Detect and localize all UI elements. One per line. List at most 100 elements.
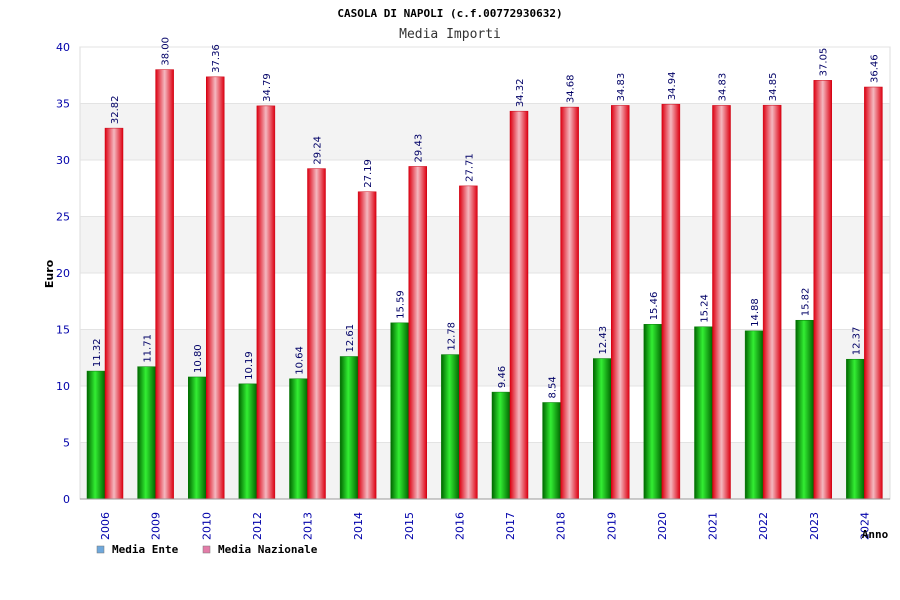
bar-media-ente [542, 402, 561, 500]
bar-value-label: 27.71 [464, 153, 475, 182]
x-tick-label: 2016 [453, 512, 466, 540]
x-tick-label: 2009 [150, 512, 163, 540]
legend-swatch [96, 545, 105, 554]
bar-value-label: 12.37 [851, 327, 862, 356]
bar-value-label: 11.71 [143, 334, 154, 363]
bar-media-ente [137, 366, 156, 500]
bar-value-label: 34.85 [768, 73, 779, 102]
bar-media-nazionale [459, 185, 478, 500]
bar-media-ente [491, 391, 511, 500]
bar-value-label: 10.80 [193, 344, 204, 373]
chart-subtitle: Media Importi [399, 27, 501, 42]
y-axis-ticks: 0 5 10 15 20 25 30 35 40 [56, 41, 70, 506]
bar-media-nazionale [307, 168, 326, 500]
bar-media-nazionale [104, 127, 124, 500]
y-tick-label: 15 [56, 324, 70, 337]
bar-value-label: 29.24 [313, 136, 324, 165]
bar-value-label: 32.82 [110, 95, 121, 124]
x-tick-label: 2015 [403, 512, 416, 540]
bar-value-label: 34.83 [616, 73, 627, 102]
x-axis-label: Anno [862, 528, 889, 541]
x-tick-label: 2023 [808, 512, 821, 540]
bar-value-label: 34.94 [667, 72, 678, 101]
bar-value-label: 10.19 [244, 351, 255, 380]
bar-value-label: 14.88 [750, 298, 761, 327]
bar-value-label: 15.46 [649, 292, 660, 321]
x-tick-label: 2012 [251, 512, 264, 540]
x-tick-label: 2020 [656, 512, 669, 540]
bar-media-nazionale [560, 106, 579, 500]
x-tick-label: 2010 [200, 512, 213, 540]
x-tick-label: 2018 [555, 512, 568, 540]
x-tick-label: 2021 [707, 512, 720, 540]
x-tick-label: 2017 [504, 512, 517, 540]
bars [86, 69, 883, 500]
x-tick-label: 2014 [352, 512, 365, 540]
bar-media-ente [593, 358, 612, 500]
bar-value-label: 15.59 [396, 290, 407, 319]
x-tick-label: 2024 [858, 512, 871, 540]
bar-value-label: 34.32 [515, 79, 526, 108]
bar-value-label: 29.43 [414, 134, 425, 163]
y-tick-label: 5 [63, 437, 70, 450]
legend-label: Media Nazionale [218, 543, 318, 556]
bar-media-ente [643, 324, 663, 500]
y-tick-label: 0 [63, 493, 70, 506]
bar-value-label: 37.36 [211, 44, 222, 73]
bar-value-label: 34.79 [262, 73, 273, 102]
bar-media-ente [795, 319, 814, 500]
bar-media-ente [188, 376, 207, 500]
bar-media-nazionale [611, 105, 630, 500]
bar-media-nazionale [155, 69, 174, 500]
x-tick-label: 2006 [99, 512, 112, 540]
bar-media-ente [441, 354, 460, 500]
bar-value-label: 9.46 [497, 366, 508, 388]
y-tick-label: 10 [56, 380, 70, 393]
bar-value-label: 37.05 [819, 48, 830, 77]
x-tick-label: 2013 [302, 512, 315, 540]
bar-media-nazionale [864, 86, 883, 500]
bar-value-label: 10.64 [295, 346, 306, 375]
bar-media-ente [238, 383, 258, 500]
bar-value-label: 12.43 [598, 326, 609, 355]
x-tick-label: 2022 [757, 512, 770, 540]
y-tick-label: 35 [56, 98, 70, 111]
bar-value-label: 12.61 [345, 324, 356, 353]
bar-media-nazionale [661, 103, 681, 500]
bar-media-ente [744, 330, 764, 500]
y-tick-label: 40 [56, 41, 70, 54]
bar-media-nazionale [256, 105, 276, 500]
bar-media-ente [339, 356, 359, 500]
legend: Media Ente Media Nazionale [96, 543, 318, 556]
legend-swatch [202, 545, 211, 554]
bar-value-label: 12.78 [446, 322, 457, 351]
bar-media-nazionale [813, 80, 832, 500]
bar-value-label: 34.68 [566, 74, 577, 103]
bar-media-ente [846, 358, 865, 500]
bar-value-label: 11.32 [92, 338, 103, 367]
bar-media-nazionale [357, 191, 377, 500]
legend-label: Media Ente [112, 543, 179, 556]
y-tick-label: 25 [56, 211, 70, 224]
bar-labels: 11.32 32.82 11.71 38.00 10.80 37.36 10.19 34.79… [92, 37, 880, 399]
bar-value-label: 34.83 [718, 73, 729, 102]
bar-media-ente [390, 322, 409, 500]
bar-media-nazionale [206, 76, 225, 500]
bar-media-nazionale [762, 104, 782, 500]
bar-media-ente [289, 378, 308, 500]
bar-media-nazionale [509, 110, 529, 500]
bar-value-label: 15.82 [801, 288, 812, 317]
chart-title: CASOLA DI NAPOLI (c.f.00772930632) [337, 7, 562, 20]
bar-media-ente [86, 370, 106, 500]
y-axis-label: Euro [43, 259, 56, 288]
y-tick-label: 30 [56, 154, 70, 167]
x-tick-label: 2019 [605, 512, 618, 540]
bar-value-label: 27.19 [363, 159, 374, 188]
bar-media-nazionale [408, 166, 427, 500]
y-tick-label: 20 [56, 267, 70, 280]
bar-value-label: 8.54 [548, 376, 559, 398]
x-axis-ticks: 2006 2009 2010 2012 2013 2014 2015 2016 2017 2018… [99, 512, 871, 540]
bar-value-label: 38.00 [161, 37, 172, 66]
